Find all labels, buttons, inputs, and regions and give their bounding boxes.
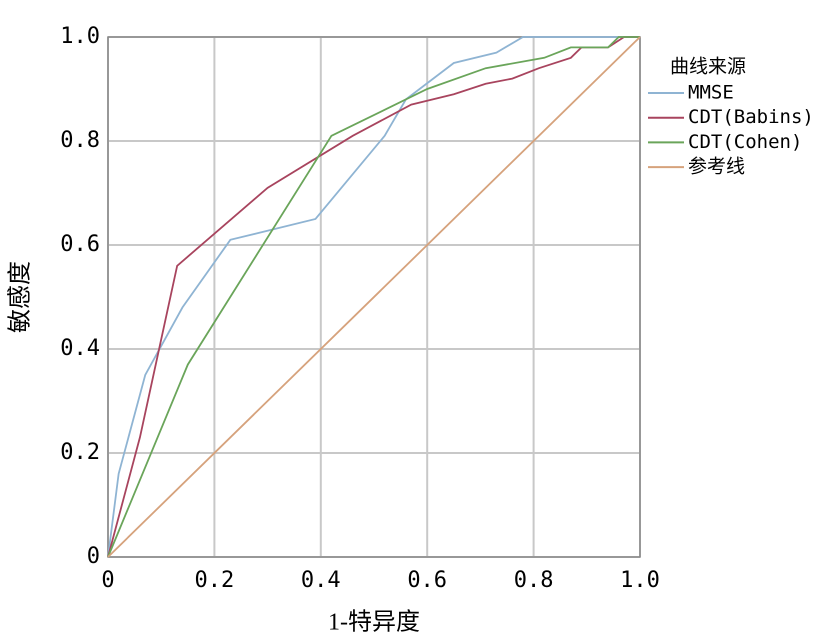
legend-label: MMSE	[688, 82, 734, 104]
x-tick-label: 0.8	[514, 568, 554, 593]
y-tick-label: 1.0	[60, 24, 100, 49]
y-axis-label: 敏感度	[7, 261, 34, 333]
x-tick-label: 1.0	[620, 568, 660, 593]
y-tick-label: 0.4	[60, 336, 100, 361]
y-tick-label: 0.2	[60, 440, 100, 465]
plot-frame	[107, 36, 641, 558]
legend-label: CDT(Cohen)	[688, 131, 802, 153]
x-axis-label: 1-特异度	[328, 609, 420, 636]
series-line	[107, 36, 641, 558]
x-tick-label: 0	[101, 568, 114, 593]
series-line	[107, 36, 640, 558]
legend-label: CDT(Babins)	[688, 106, 814, 128]
y-tick-label: 0	[87, 544, 100, 569]
series-line	[107, 36, 640, 558]
x-tick-label: 0.2	[195, 568, 235, 593]
x-tick-label: 0.4	[301, 568, 341, 593]
legend-title: 曲线来源	[670, 56, 746, 78]
y-tick-label: 0.6	[60, 232, 100, 257]
legend-label: 参考线	[688, 156, 745, 178]
x-tick-label: 0.6	[407, 568, 447, 593]
y-tick-label: 0.8	[60, 128, 100, 153]
